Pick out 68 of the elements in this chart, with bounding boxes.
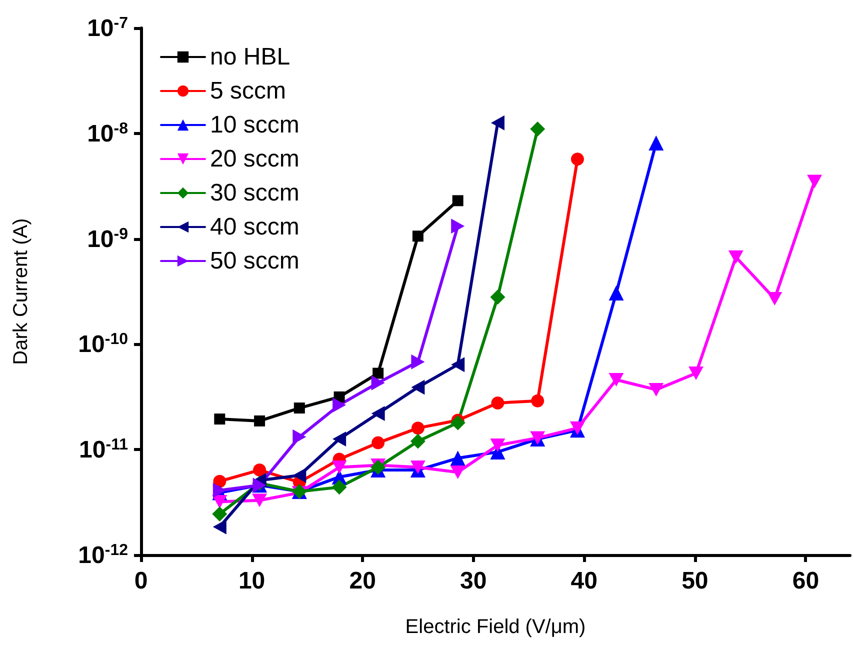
point bbox=[372, 436, 385, 450]
y-tick-label: 10$^{-7}$ bbox=[87, 14, 128, 42]
legend-label: no HBL bbox=[210, 44, 290, 70]
point bbox=[212, 506, 228, 522]
point bbox=[410, 434, 426, 449]
point bbox=[490, 115, 504, 130]
point bbox=[570, 421, 585, 435]
point bbox=[252, 494, 268, 508]
legend-label: 50 sccm bbox=[210, 248, 300, 274]
x-tick-label: 30 bbox=[460, 568, 487, 594]
point bbox=[807, 174, 822, 188]
point bbox=[214, 414, 226, 425]
point bbox=[452, 195, 464, 206]
point bbox=[451, 218, 465, 234]
legend-label: 5 sccm bbox=[210, 78, 286, 104]
legend-label: 30 sccm bbox=[210, 180, 300, 206]
point bbox=[372, 368, 384, 379]
y-tick-label: 10$^{-10}$ bbox=[78, 330, 128, 358]
point bbox=[332, 460, 347, 474]
point bbox=[332, 432, 346, 447]
point bbox=[292, 468, 306, 483]
x-tick-label: 50 bbox=[682, 568, 708, 594]
y-axis-title: Dark Current (A) bbox=[10, 218, 32, 365]
point bbox=[412, 230, 424, 242]
point bbox=[294, 402, 305, 414]
point bbox=[253, 464, 266, 477]
legend-label: 40 sccm bbox=[210, 214, 300, 240]
x-tick-label: 10 bbox=[238, 568, 266, 594]
point bbox=[688, 366, 704, 380]
point bbox=[648, 136, 664, 151]
point bbox=[292, 429, 306, 444]
x-tick-label: 0 bbox=[134, 568, 148, 594]
point bbox=[410, 460, 426, 474]
point bbox=[450, 450, 466, 466]
point bbox=[411, 422, 424, 435]
point bbox=[491, 396, 504, 410]
point bbox=[332, 397, 346, 412]
legend-label: 10 sccm bbox=[210, 112, 300, 138]
x-tick-label: 60 bbox=[792, 568, 820, 594]
x-tick-label: 40 bbox=[570, 568, 598, 594]
point bbox=[648, 382, 664, 396]
legend-label: 20 sccm bbox=[210, 146, 300, 172]
point bbox=[371, 375, 385, 390]
point bbox=[451, 357, 465, 372]
point bbox=[767, 292, 782, 306]
y-tick-label: 10$^{-8}$ bbox=[87, 120, 128, 148]
point bbox=[531, 394, 544, 408]
point bbox=[411, 354, 425, 370]
point bbox=[608, 372, 624, 386]
point bbox=[212, 495, 228, 509]
point bbox=[450, 465, 466, 479]
point bbox=[608, 286, 624, 301]
y-tick-label: 10$^{-11}$ bbox=[79, 436, 128, 464]
point bbox=[411, 380, 425, 395]
point bbox=[728, 250, 744, 264]
point bbox=[332, 480, 347, 495]
point bbox=[450, 415, 466, 430]
y-tick-label: 10$^{-9}$ bbox=[87, 225, 128, 253]
point bbox=[570, 152, 584, 166]
point bbox=[490, 290, 506, 305]
x-tick-label: 20 bbox=[349, 568, 376, 594]
y-tick-label: 10$^{-12}$ bbox=[78, 542, 128, 569]
point bbox=[530, 122, 546, 137]
x-axis-title: Electric Field (V/μm) bbox=[405, 616, 586, 638]
point bbox=[212, 519, 226, 534]
point bbox=[490, 438, 506, 452]
point bbox=[254, 415, 266, 426]
point bbox=[371, 406, 385, 422]
